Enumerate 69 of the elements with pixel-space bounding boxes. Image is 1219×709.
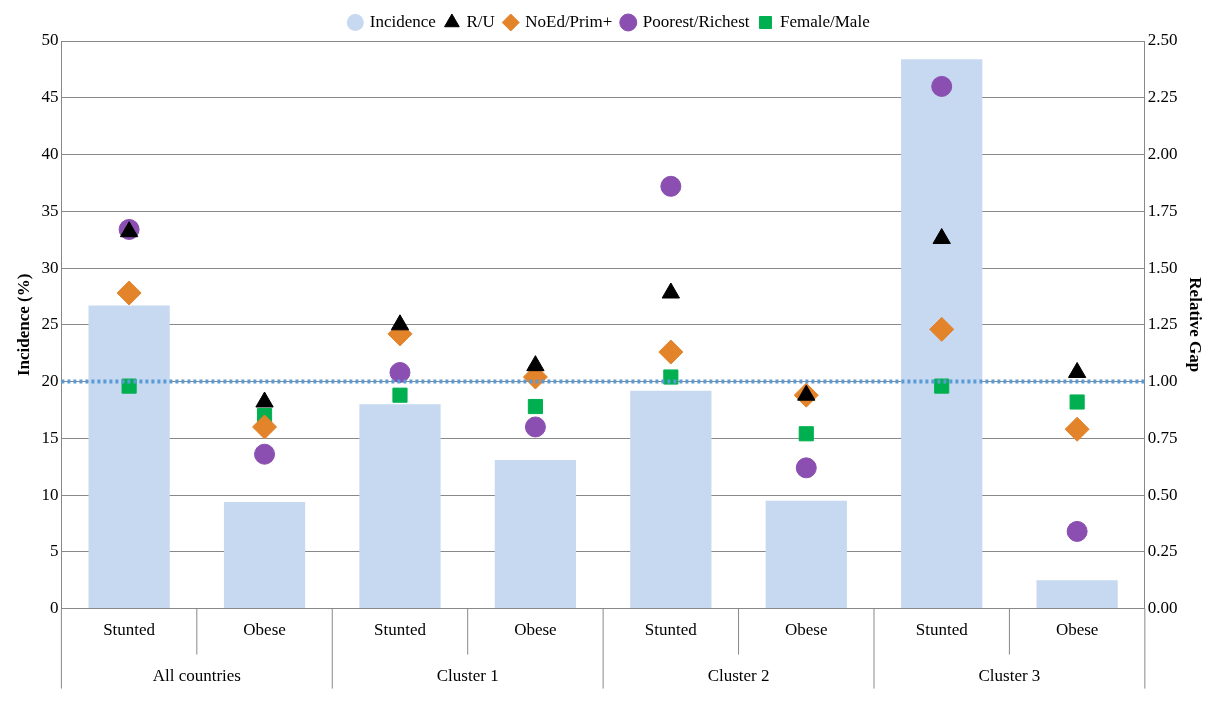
y2-tick-label: 0.75 (1147, 427, 1178, 447)
y-axis-title: Incidence (%) (13, 273, 33, 377)
point (931, 75, 953, 97)
bar (901, 59, 983, 609)
y-tick-label: 35 (41, 200, 59, 220)
bar (1036, 580, 1118, 609)
point (524, 416, 546, 438)
point (798, 426, 814, 442)
x-tick-label: Obese (243, 620, 286, 640)
y-tick-label: 5 (49, 541, 59, 561)
x-tick-label: Stunted (644, 620, 698, 640)
legend-label: Female/Male (779, 11, 870, 31)
text: Cluster 2 (707, 666, 770, 686)
y2-tick-label: 1.25 (1147, 314, 1178, 334)
text: All countries (152, 666, 241, 686)
point (526, 355, 545, 372)
point (116, 280, 142, 306)
bar (223, 501, 306, 609)
legend-label: NoEd/Prim+ (525, 11, 613, 31)
y2-tick-label: 2.25 (1147, 87, 1178, 107)
x-tick-label: Obese (1055, 620, 1099, 640)
y-tick-label: 50 (41, 30, 59, 50)
y-tick-label: 40 (41, 143, 59, 163)
text: Cluster 3 (978, 666, 1041, 686)
y2-axis-title: Relative Gap (1186, 277, 1206, 373)
y2-tick-label: 0.50 (1147, 484, 1178, 504)
y-tick-label: 25 (41, 314, 59, 334)
point (389, 361, 411, 383)
y2-tick-label: 0.25 (1147, 541, 1178, 561)
point (1066, 520, 1088, 542)
point (932, 228, 951, 245)
y-tick-label: 45 (41, 87, 59, 107)
point (254, 443, 276, 465)
y2-tick-label: 1.75 (1147, 200, 1178, 220)
y-tick-label: 15 (41, 427, 59, 447)
bar (88, 305, 170, 609)
y2-tick-label: 2.00 (1147, 143, 1178, 163)
bar (630, 390, 712, 609)
y2-tick-label: 0.00 (1147, 598, 1178, 618)
point (658, 339, 684, 365)
y-tick-label: 20 (41, 371, 59, 391)
legend-label: R/U (466, 11, 495, 31)
bar (359, 404, 441, 609)
y-tick-label: 0 (49, 598, 59, 618)
bar (765, 500, 847, 609)
text: Cluster 1 (436, 666, 499, 686)
point (527, 398, 543, 415)
point (1069, 394, 1085, 410)
x-tick-label: Obese (785, 620, 828, 640)
y2-tick-label: 1.50 (1147, 257, 1178, 277)
y2-tick-label: 1.00 (1147, 371, 1178, 391)
y-tick-label: 10 (41, 484, 59, 504)
legend-label: Poorest/Richest (642, 11, 750, 31)
point (392, 387, 408, 403)
x-tick-label: Stunted (103, 620, 156, 640)
point (1064, 416, 1090, 442)
y2-tick-label: 2.50 (1147, 30, 1178, 50)
point (929, 316, 955, 342)
bar (494, 459, 577, 609)
x-tick-label: Stunted (915, 620, 969, 640)
point (795, 457, 817, 479)
x-tick-label: Obese (514, 620, 557, 640)
y-tick-label: 30 (41, 257, 59, 277)
point (390, 314, 410, 331)
point (660, 175, 682, 197)
legend-label: Incidence (369, 11, 436, 31)
x-tick-label: Stunted (374, 620, 427, 640)
point (661, 282, 680, 299)
point (252, 414, 278, 440)
